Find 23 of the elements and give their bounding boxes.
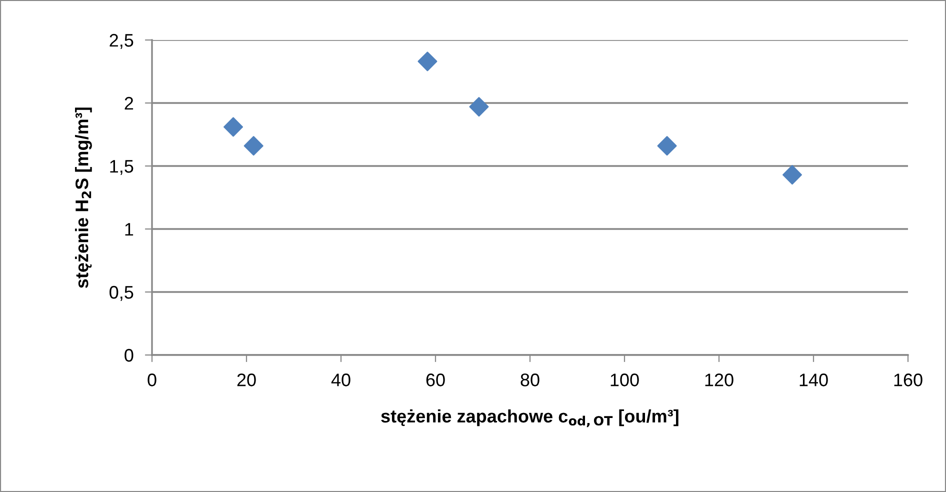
x-tick-label: 160 [894, 374, 922, 386]
x-tick-label: 140 [800, 374, 828, 386]
x-tick-label: 0 [148, 374, 156, 386]
point [469, 97, 489, 117]
x-tick-label: 60 [426, 374, 445, 386]
point [657, 136, 677, 156]
point [224, 117, 244, 137]
x-tick-label: 40 [331, 374, 350, 386]
y-axis-title: stężenie H$_{2}$S [mg/m³] [75, 108, 92, 288]
x-axis-title: stężenie zapachowe c$_{od,OT}$ [ou/m³] [381, 409, 678, 428]
point [244, 136, 264, 156]
x-tick-label: 20 [237, 374, 256, 386]
x-tick-label: 80 [520, 374, 540, 386]
y-tick-label: 0 [124, 348, 134, 362]
x-tick-label: 100 [610, 374, 639, 386]
y-tick-label: 2 [124, 96, 134, 110]
point [418, 52, 438, 72]
y-tick-label: 2,5 [110, 34, 134, 49]
point [782, 165, 802, 185]
x-tick-label: 120 [705, 374, 734, 386]
y-tick-label: 0,5 [110, 286, 134, 301]
y-tick-label: 1 [125, 223, 134, 236]
y-tick-label: 1,5 [110, 160, 134, 175]
